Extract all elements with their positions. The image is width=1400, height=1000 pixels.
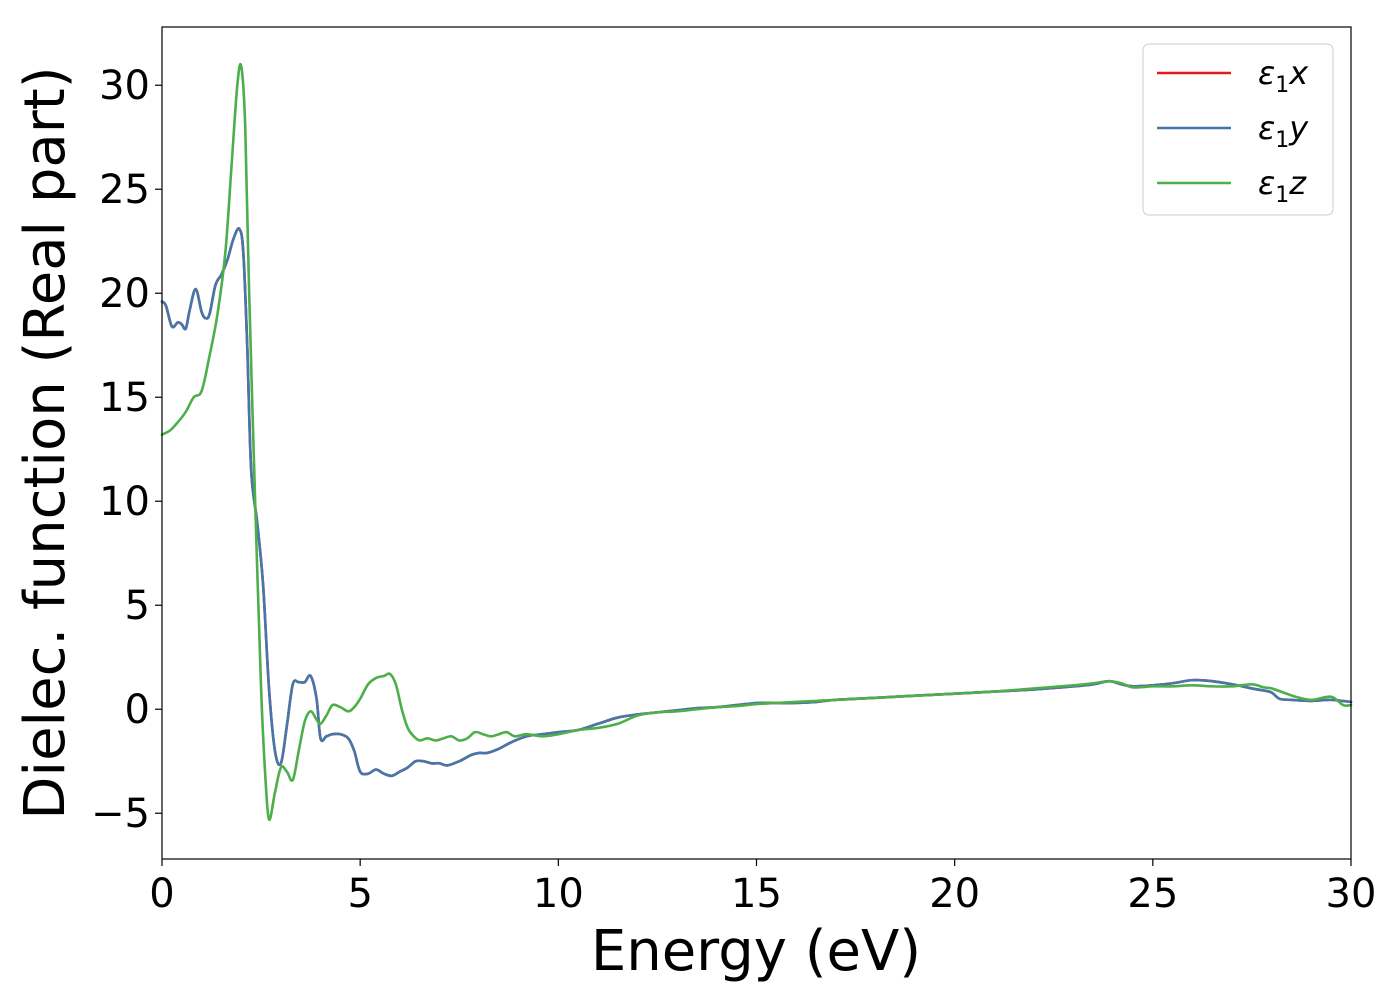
series-layer — [160, 62, 1353, 821]
y-tick-label: 20 — [99, 271, 150, 317]
legend-label-z: ε1z — [1258, 164, 1307, 208]
y-tick-label: −5 — [91, 791, 150, 837]
x-tick-label: 30 — [1326, 871, 1377, 917]
y-tick-label: 15 — [99, 375, 150, 421]
series-line-z — [160, 62, 1353, 821]
y-tick-label: 0 — [125, 687, 150, 733]
x-tick-label: 0 — [149, 871, 174, 917]
y-tick-label: 30 — [99, 63, 150, 109]
x-tick-label: 25 — [1127, 871, 1178, 917]
legend-label-sub: 1 — [1275, 183, 1289, 208]
x-tick-label: 5 — [347, 871, 372, 917]
x-tick-label: 20 — [929, 871, 980, 917]
legend-label-main: ε — [1258, 54, 1275, 92]
y-tick-label: 10 — [99, 479, 150, 525]
legend-label-sub: 1 — [1275, 128, 1289, 153]
legend-label-main: ε — [1258, 109, 1275, 147]
legend-label-var: y — [1288, 109, 1309, 147]
y-axis-ticks: −5 0 5 10 15 20 25 30 — [91, 63, 162, 837]
legend-label-var: z — [1288, 164, 1307, 202]
legend-label-var: x — [1288, 54, 1309, 92]
x-axis-title: Energy (eV) — [591, 919, 921, 984]
legend-label-sub: 1 — [1275, 73, 1289, 98]
legend-label-y: ε1y — [1258, 109, 1309, 153]
y-axis-title: Dielec. function (Real part) — [13, 66, 78, 819]
y-tick-label: 25 — [99, 167, 150, 213]
x-tick-label: 15 — [731, 871, 782, 917]
x-tick-label: 10 — [533, 871, 584, 917]
legend-label-main: ε — [1258, 164, 1275, 202]
legend-box — [1142, 43, 1334, 216]
x-axis-ticks: 0 5 10 15 20 25 30 — [149, 859, 1376, 917]
y-tick-label: 5 — [125, 583, 150, 629]
legend-label-x: ε1x — [1258, 54, 1309, 98]
